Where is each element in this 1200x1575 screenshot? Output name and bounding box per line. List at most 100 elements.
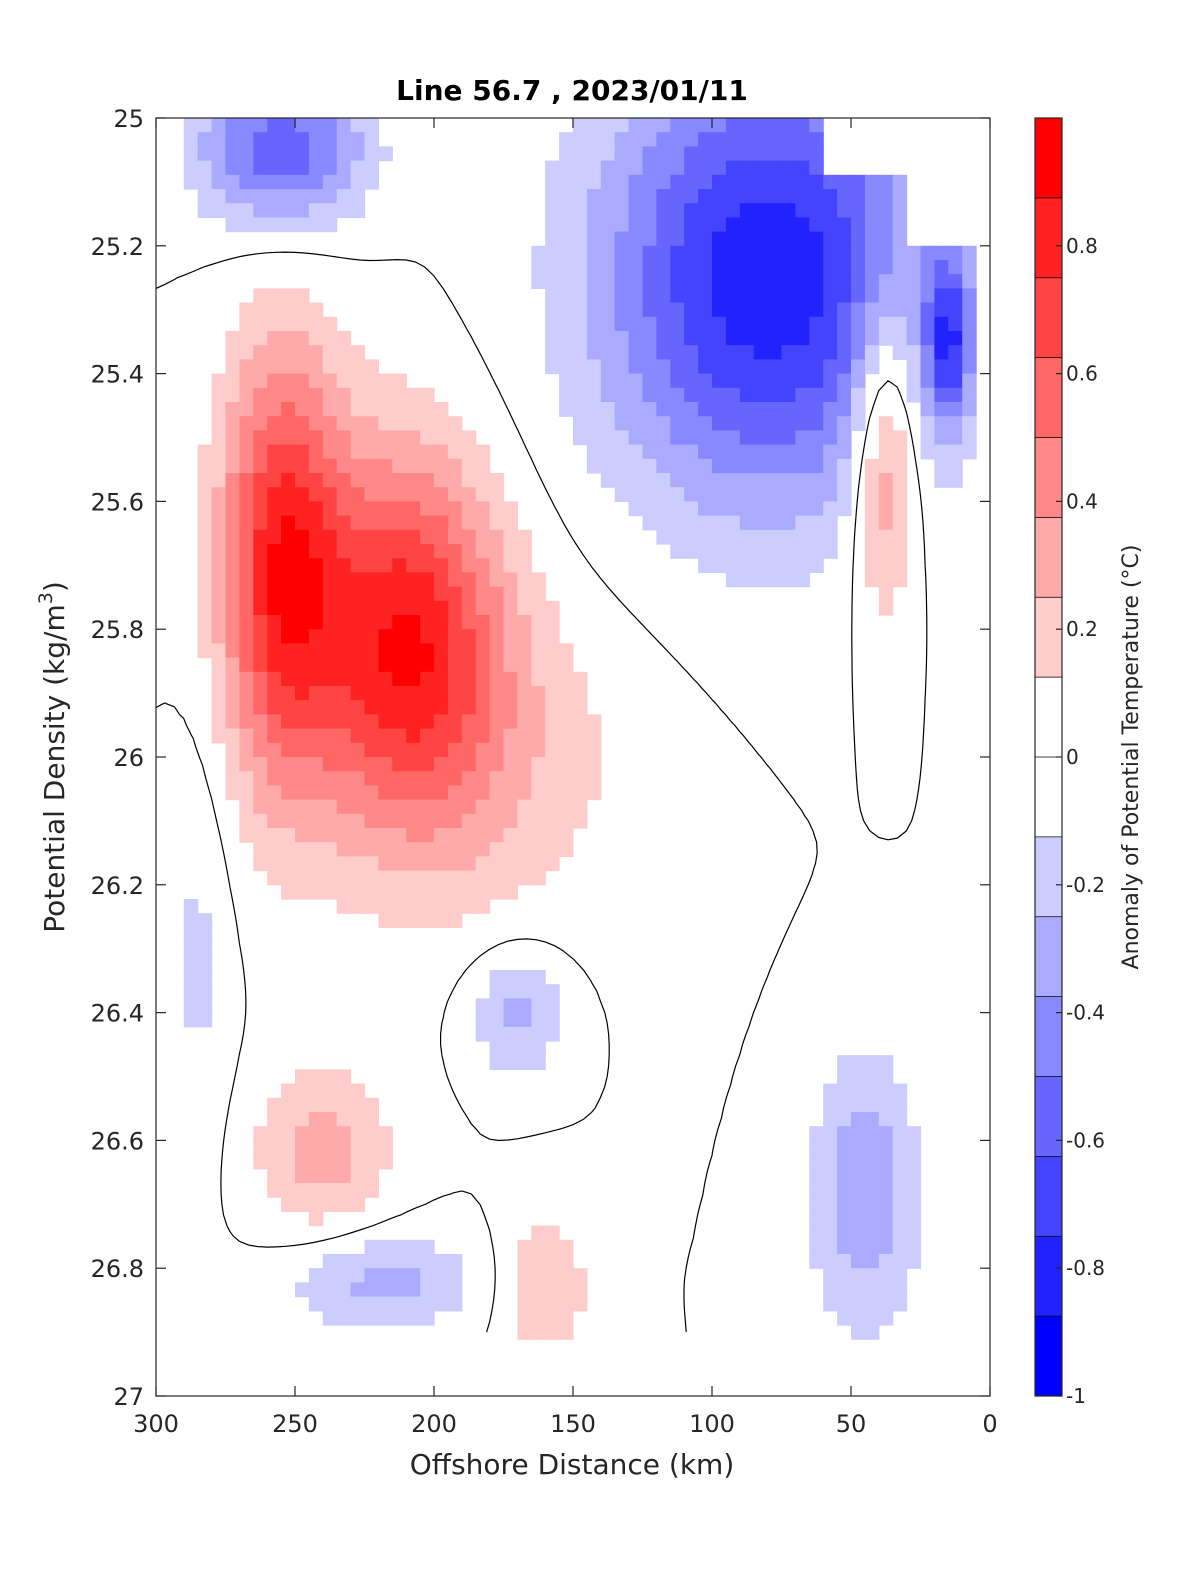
field-cell [475,686,491,701]
field-cell [573,387,588,403]
field-cell [420,913,435,928]
field-cell [489,870,505,886]
field-cell [461,487,477,502]
field-cell [656,458,671,474]
field-cell [336,714,352,730]
field-cell [948,331,963,346]
field-cell [573,288,588,304]
field-cell [614,316,630,332]
field-cell [948,260,963,275]
field-cell [725,160,741,176]
field-cell [739,288,755,304]
field-cell [628,203,644,218]
field-cell [698,430,713,446]
field-cell [906,373,922,389]
field-cell [559,742,574,758]
field-cell [586,231,602,247]
field-cell [656,203,671,218]
field-cell [559,288,574,304]
field-cell [823,416,838,431]
field-cell [670,203,685,218]
field-cell [642,331,657,346]
field-cell [851,1225,866,1241]
field-cell [753,345,769,360]
field-cell [447,799,463,815]
field-cell [573,118,588,133]
field-cell [475,870,491,886]
field-cell [628,118,644,133]
field-cell [364,771,379,786]
field-cell [322,742,338,758]
field-cell [239,473,254,488]
field-cell [503,742,518,758]
field-cell [614,458,630,474]
field-cell [614,231,630,247]
field-cell [392,558,407,573]
field-cell [197,586,213,602]
field-cell [920,260,935,275]
field-cell [878,1239,894,1255]
field-cell [434,487,449,502]
field-cell [308,302,324,318]
field-cell [392,1296,407,1312]
field-cell [295,132,310,147]
field-cell [503,572,518,588]
field-cell [392,671,407,687]
field-cell [253,828,268,843]
zero-contour [156,251,928,1333]
field-cell [392,373,407,389]
field-cell [628,132,644,147]
field-cell [684,316,699,332]
field-cell [225,544,240,559]
field-cell [420,842,435,857]
field-cell [656,444,671,460]
field-cell [767,373,783,389]
field-cell [267,671,282,687]
field-cell [656,260,671,275]
field-cell [406,799,421,815]
field-cell [753,430,769,446]
field-cell [642,387,657,403]
field-cell [698,217,713,233]
field-cell [336,1282,352,1298]
field-cell [364,1282,379,1298]
field-cell [475,799,491,815]
field-cell [378,828,393,843]
field-cell [253,529,268,545]
field-cell [225,402,240,417]
field-cell [461,430,477,446]
field-cell [559,217,574,233]
field-cell [698,544,713,559]
colorbar-swatch [1035,597,1062,678]
field-cell [434,842,449,857]
field-cell [600,174,616,190]
field-cell [670,174,685,190]
field-cell [281,217,296,233]
field-cell [281,402,296,417]
field-cell [295,615,310,630]
field-cell [809,416,824,431]
field-cell [600,316,616,332]
zero-contour-lines [156,251,928,1333]
field-cell [322,771,338,786]
field-cell [378,586,393,602]
field-cell [712,430,727,446]
field-cell [934,260,949,275]
field-cell [295,799,310,815]
field-cell [851,1112,866,1127]
field-cell [878,586,894,602]
field-cell [267,217,282,233]
field-cell [308,174,324,190]
field-cell [600,217,616,233]
field-cell [864,302,880,318]
field-cell [461,671,477,687]
field-cell [739,558,755,573]
field-cell [892,1097,908,1113]
field-cell [767,231,783,247]
field-cell [350,1282,366,1298]
field-cell [573,316,588,332]
field-cell [225,118,240,133]
field-cell [225,430,240,446]
field-cell [586,203,602,218]
field-cell [225,643,240,659]
